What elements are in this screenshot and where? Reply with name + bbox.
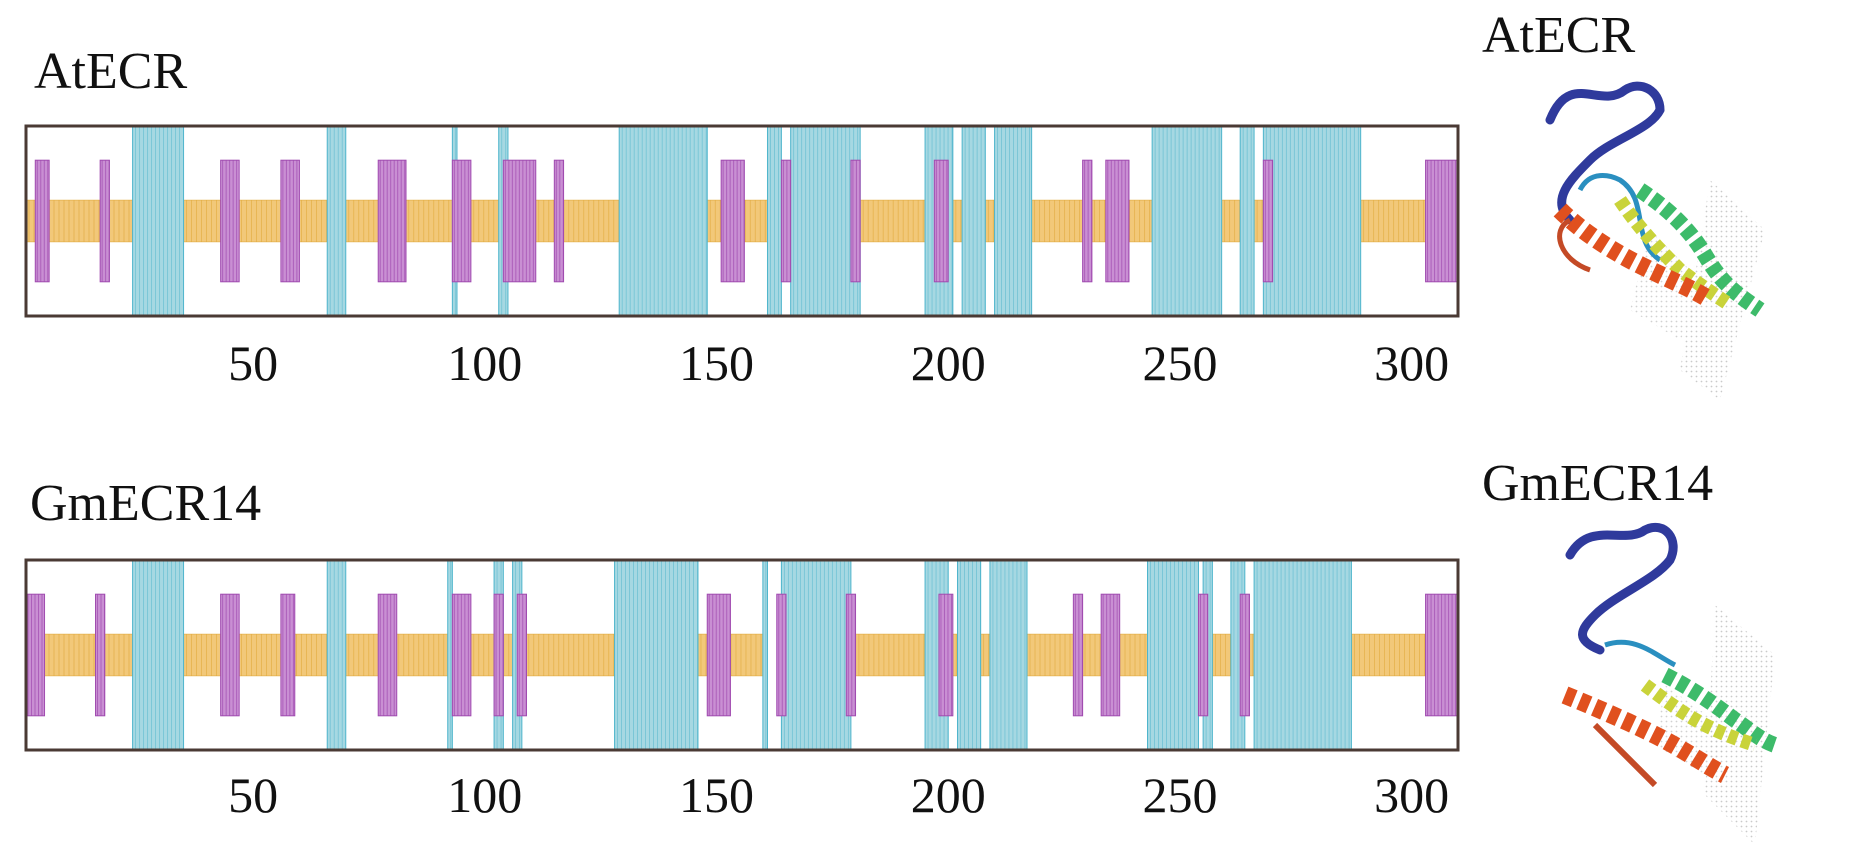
strand-segment: [776, 593, 787, 717]
track-plot-2: 50 100 150 200 250 300: [24, 558, 1460, 823]
strand-segment: [1082, 159, 1093, 283]
x-tick-label: 200: [911, 767, 986, 823]
x-tick-label: 300: [1374, 335, 1449, 391]
track-title-2: GmECR14: [30, 475, 261, 532]
track-frame: [24, 124, 1460, 318]
strand-segment: [845, 593, 857, 717]
structure-label-2: GmECR14: [1482, 455, 1713, 512]
strand-segment: [280, 593, 296, 717]
x-tick-label: 100: [447, 767, 522, 823]
strand-segment: [1072, 593, 1084, 717]
protein-ribbon-structure-icon: [1545, 81, 1765, 400]
strand-segment: [553, 159, 565, 283]
strand-segment: [99, 159, 110, 283]
helix-segment: [994, 125, 1033, 317]
strand-segment: [1239, 593, 1250, 717]
track-frame: [24, 558, 1460, 752]
helix-segment: [956, 559, 982, 751]
strand-segment: [938, 593, 954, 717]
x-tick-label: 100: [447, 335, 522, 391]
coil-segment: [183, 633, 328, 677]
helix-segment: [762, 559, 768, 751]
helix-segment: [1253, 559, 1352, 751]
strand-segment: [1262, 159, 1274, 283]
x-tick-label: 250: [1142, 767, 1217, 823]
x-tick-label: 50: [228, 335, 278, 391]
x-tick-label: 250: [1142, 335, 1217, 391]
structure-label-1: AtECR: [1482, 7, 1635, 64]
x-tick-label: 150: [679, 335, 754, 391]
coil-segment: [850, 633, 926, 677]
x-tick-label: 200: [911, 335, 986, 391]
strand-segment: [95, 593, 106, 717]
helix-segment: [989, 559, 1028, 751]
strand-segment: [516, 593, 528, 717]
strand-segment: [780, 159, 792, 283]
coil-segment: [859, 199, 926, 243]
helix-segment: [132, 559, 185, 751]
x-tick-label: 150: [679, 767, 754, 823]
x-tick-label: 300: [1374, 767, 1449, 823]
x-tick-label: 50: [228, 767, 278, 823]
strand-segment: [850, 159, 861, 283]
strand-segment: [377, 159, 407, 283]
helix-segment: [614, 559, 699, 751]
helix-segment: [961, 125, 986, 317]
coil-segment: [183, 199, 328, 243]
strand-segment: [1197, 593, 1209, 717]
helix-segment: [447, 559, 453, 751]
track-plot-1: 50 100 150 200 250 300: [24, 124, 1460, 391]
strand-segment: [493, 593, 504, 717]
strand-segment: [34, 159, 50, 283]
strand-segment: [933, 159, 949, 283]
track-title-1: AtECR: [34, 43, 187, 100]
protein-ribbon-structure-icon: [1561, 522, 1778, 845]
coil-segment: [1026, 633, 1148, 677]
